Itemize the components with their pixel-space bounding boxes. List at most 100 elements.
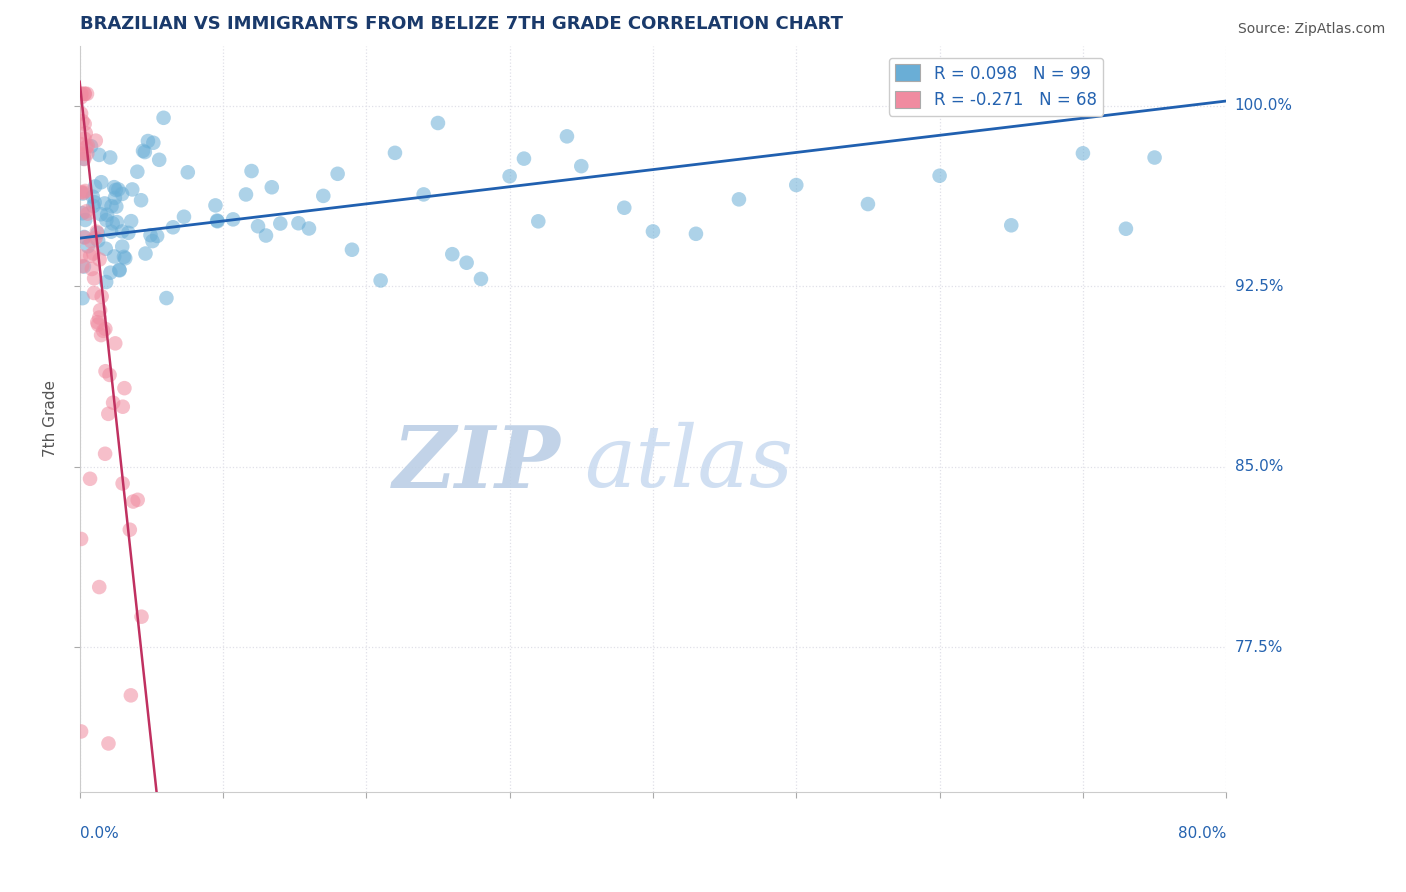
- Point: [82, 189, 104, 203]
- Point: [84, 179, 107, 194]
- Point: [79, 249, 101, 263]
- Point: [111, 239, 134, 253]
- Point: [785, 178, 807, 192]
- Text: 80.0%: 80.0%: [1178, 826, 1226, 841]
- Point: [131, 609, 153, 624]
- Point: [111, 224, 134, 238]
- Y-axis label: 7th Grade: 7th Grade: [44, 380, 58, 457]
- Point: [70, 87, 93, 101]
- Point: [103, 180, 125, 194]
- Point: [155, 291, 177, 305]
- Point: [94, 242, 117, 256]
- Point: [412, 187, 434, 202]
- Point: [117, 226, 139, 240]
- Point: [105, 215, 128, 229]
- Point: [456, 256, 478, 270]
- Point: [928, 169, 950, 183]
- Point: [73, 230, 96, 244]
- Point: [72, 186, 94, 201]
- Point: [75, 184, 97, 198]
- Point: [96, 275, 118, 289]
- Point: [129, 193, 152, 207]
- Point: [75, 126, 97, 140]
- Point: [73, 87, 96, 101]
- Point: [89, 148, 111, 162]
- Text: ZIP: ZIP: [394, 422, 561, 505]
- Point: [685, 227, 707, 241]
- Point: [73, 152, 96, 166]
- Point: [72, 114, 94, 128]
- Point: [127, 165, 149, 179]
- Point: [205, 213, 228, 227]
- Point: [80, 262, 103, 277]
- Point: [89, 310, 111, 325]
- Point: [91, 324, 114, 338]
- Point: [555, 129, 578, 144]
- Text: 77.5%: 77.5%: [1234, 640, 1282, 655]
- Point: [93, 196, 115, 211]
- Point: [73, 132, 96, 146]
- Point: [70, 259, 93, 273]
- Point: [104, 336, 127, 351]
- Point: [121, 182, 143, 196]
- Point: [76, 239, 98, 253]
- Point: [76, 138, 98, 153]
- Point: [1000, 219, 1022, 233]
- Point: [613, 201, 636, 215]
- Point: [73, 260, 96, 274]
- Point: [112, 250, 135, 264]
- Point: [513, 152, 536, 166]
- Point: [856, 197, 879, 211]
- Point: [118, 523, 141, 537]
- Point: [97, 407, 120, 421]
- Point: [100, 199, 122, 213]
- Point: [94, 364, 117, 378]
- Text: 85.0%: 85.0%: [1234, 459, 1282, 475]
- Point: [76, 87, 98, 101]
- Point: [1143, 151, 1166, 165]
- Point: [127, 492, 149, 507]
- Point: [139, 228, 162, 243]
- Point: [104, 191, 127, 205]
- Point: [94, 447, 117, 461]
- Point: [86, 226, 108, 240]
- Point: [148, 153, 170, 167]
- Point: [142, 136, 165, 150]
- Point: [177, 165, 200, 179]
- Point: [90, 328, 112, 343]
- Point: [569, 159, 592, 173]
- Point: [146, 229, 169, 244]
- Point: [70, 137, 93, 152]
- Point: [111, 400, 134, 414]
- Legend: R = 0.098   N = 99, R = -0.271   N = 68: R = 0.098 N = 99, R = -0.271 N = 68: [889, 58, 1104, 116]
- Point: [207, 214, 229, 228]
- Point: [240, 164, 263, 178]
- Point: [269, 217, 291, 231]
- Point: [1071, 146, 1094, 161]
- Text: 100.0%: 100.0%: [1234, 98, 1292, 113]
- Point: [86, 225, 108, 239]
- Point: [235, 187, 257, 202]
- Point: [101, 216, 124, 230]
- Point: [89, 580, 111, 594]
- Point: [104, 183, 127, 197]
- Point: [120, 689, 142, 703]
- Point: [70, 90, 93, 104]
- Point: [79, 472, 101, 486]
- Point: [107, 182, 129, 196]
- Point: [120, 214, 142, 228]
- Point: [247, 219, 270, 234]
- Point: [80, 234, 103, 248]
- Point: [298, 221, 321, 235]
- Point: [83, 195, 105, 210]
- Point: [108, 262, 131, 277]
- Point: [98, 151, 121, 165]
- Point: [90, 207, 112, 221]
- Point: [141, 234, 163, 248]
- Point: [641, 224, 664, 238]
- Text: Source: ZipAtlas.com: Source: ZipAtlas.com: [1237, 22, 1385, 37]
- Point: [70, 146, 93, 161]
- Point: [260, 180, 283, 194]
- Point: [73, 87, 96, 101]
- Point: [426, 116, 449, 130]
